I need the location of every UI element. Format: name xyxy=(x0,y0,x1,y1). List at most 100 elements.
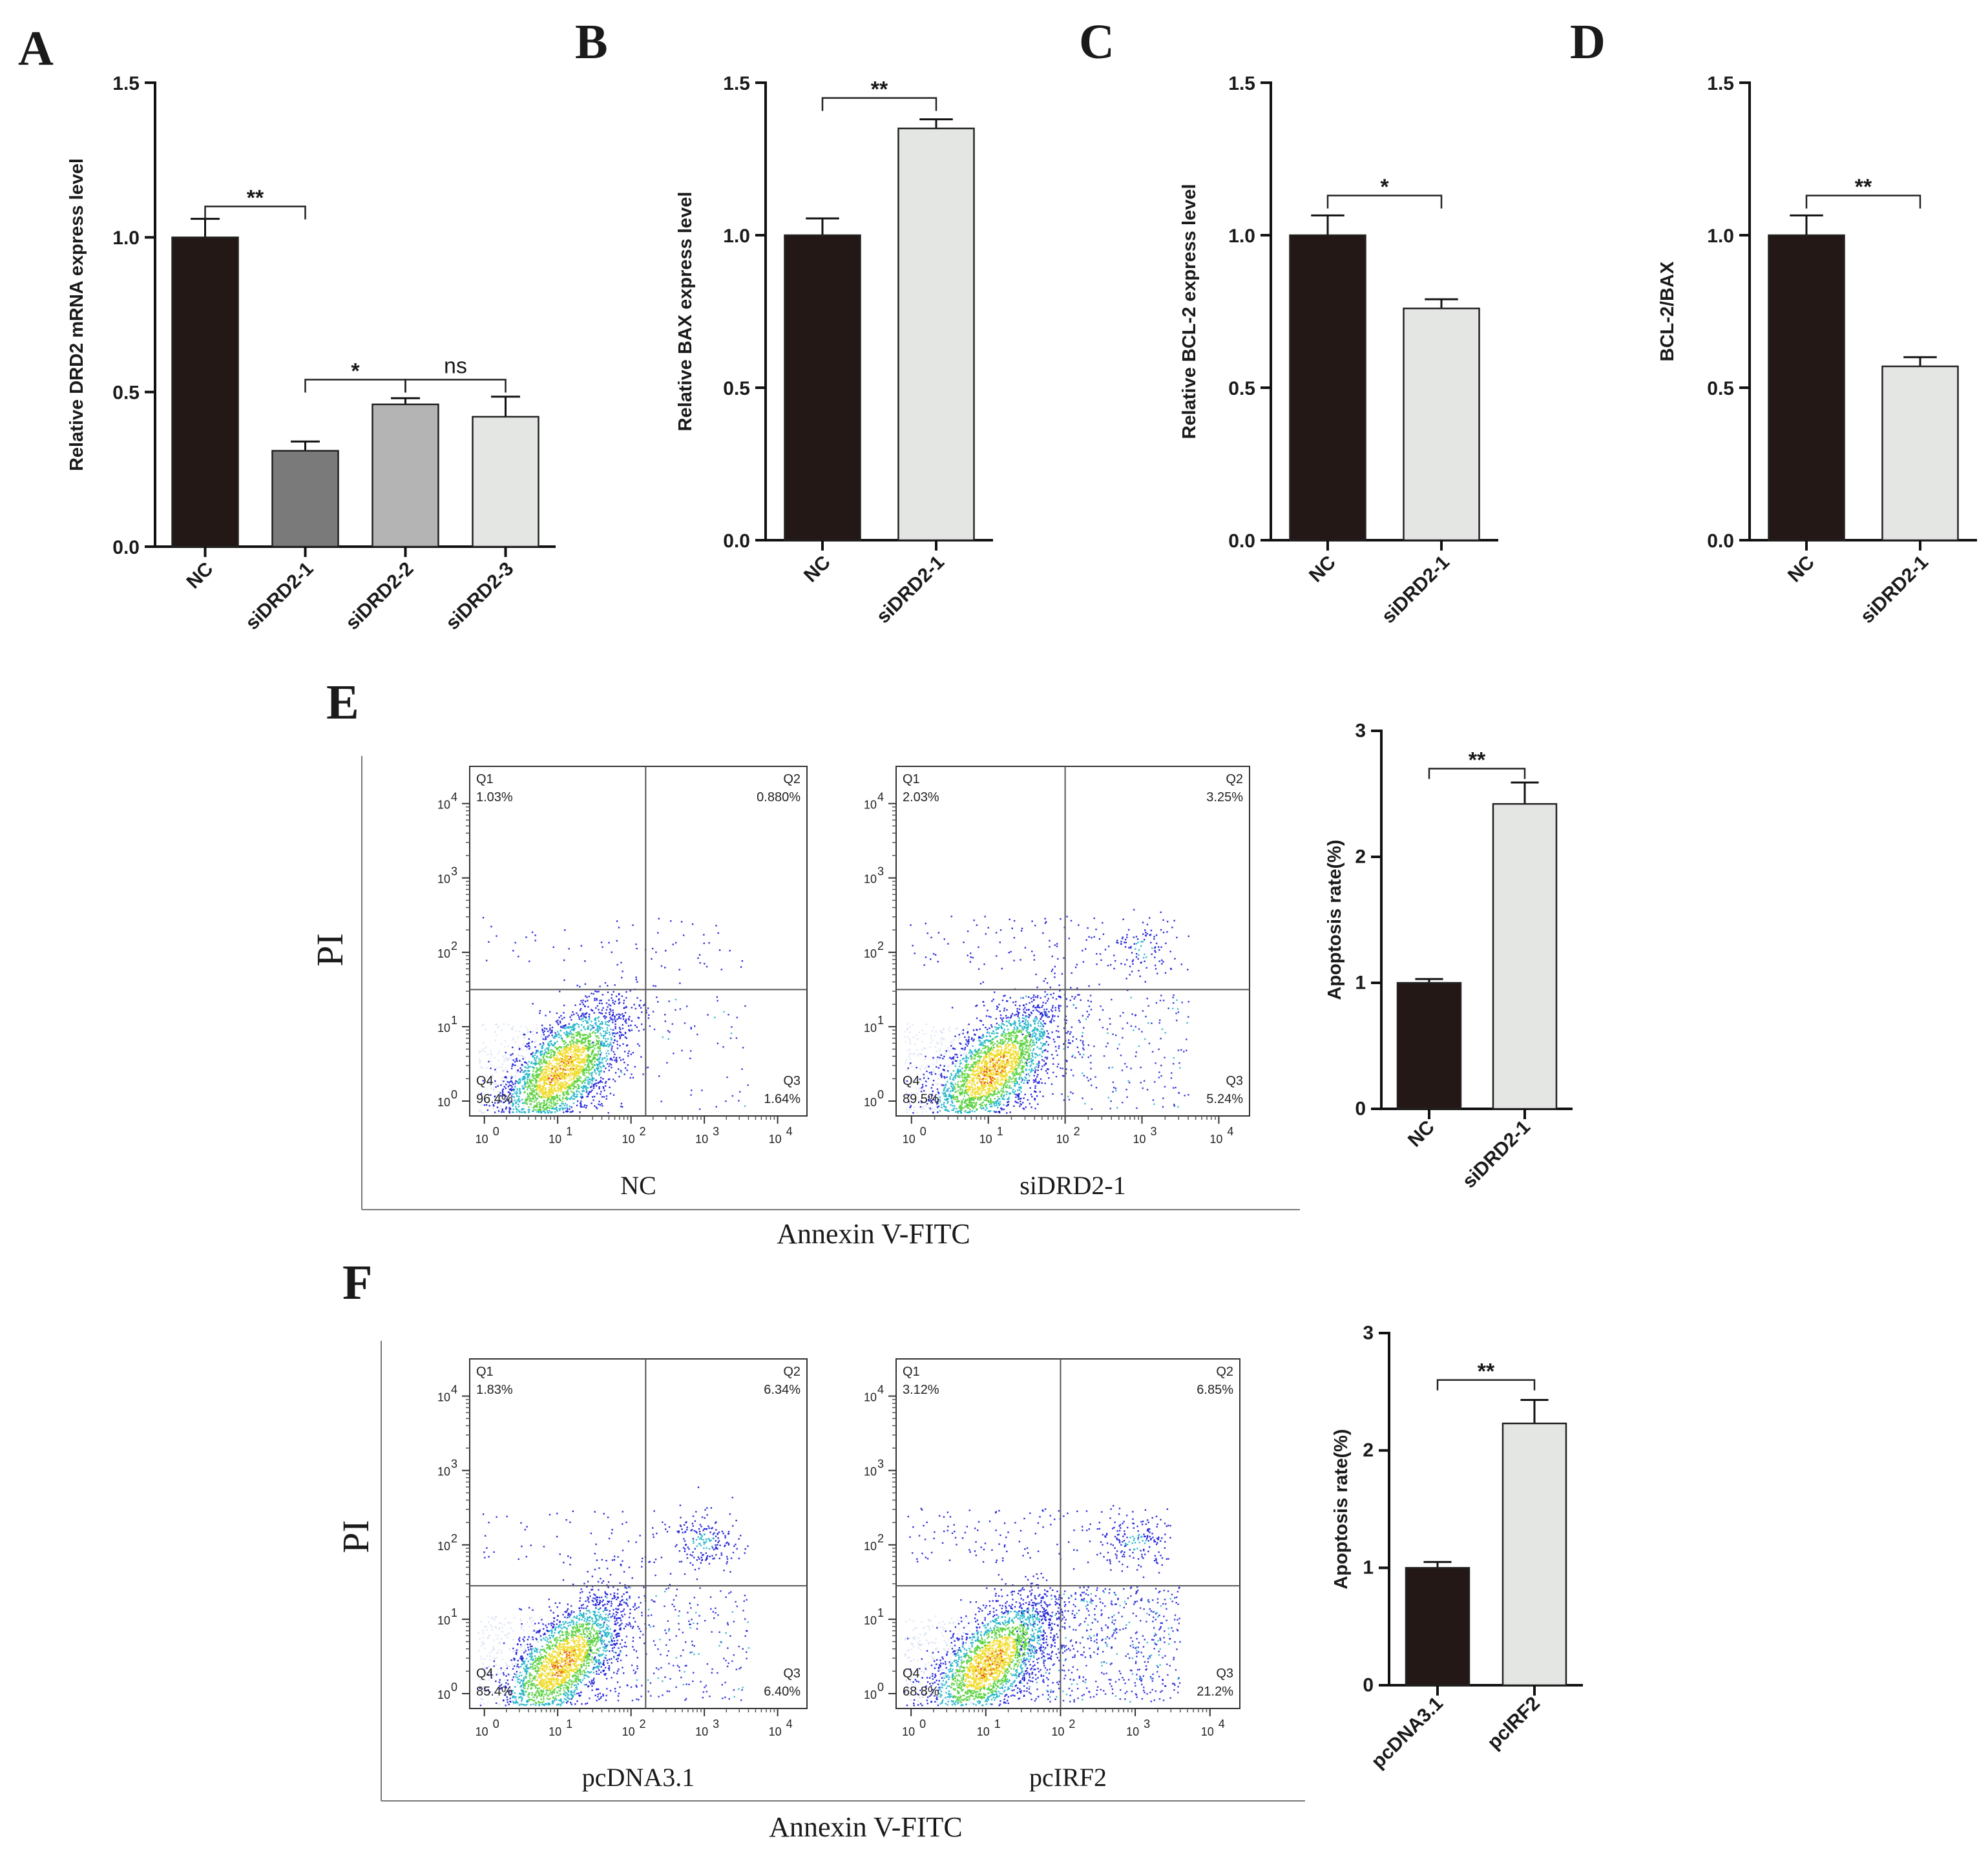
flow-nc-event-dot xyxy=(538,1080,540,1082)
flow-nc-event-dot xyxy=(565,1084,567,1086)
flow-nc-event-dot xyxy=(591,1102,592,1104)
flow-nc-event-dot xyxy=(552,1059,554,1062)
flow-sidrd2-1-event-dot xyxy=(952,1108,954,1109)
flow-sidrd2-1-event-dot xyxy=(997,1006,999,1009)
flow-sidrd2-1-event-dot xyxy=(979,1097,981,1098)
flow-nc-event-dot xyxy=(585,1067,587,1069)
flow-sidrd2-1-event-dot xyxy=(959,1106,961,1108)
flow-sidrd2-1-event-dot xyxy=(1071,1026,1073,1028)
flow-sidrd2-1-event-dot xyxy=(989,1035,990,1036)
flow-nc-event-dot xyxy=(543,1052,546,1054)
flow-nc-event-dot xyxy=(523,1102,525,1104)
flow-sidrd2-1-event-dot xyxy=(989,1049,991,1051)
flow-nc-event-dot xyxy=(569,1098,572,1100)
flow-nc-event-dot xyxy=(539,1111,541,1113)
flow-sidrd2-1-event-dot xyxy=(939,1064,941,1066)
flow-sidrd2-1-event-dot xyxy=(983,1094,985,1096)
flow-nc-event-dot xyxy=(516,1108,518,1111)
flow-sidrd2-1-event-dot xyxy=(980,1098,982,1100)
flow-sidrd2-1-event-dot xyxy=(963,1074,966,1077)
flow-nc-event-dot xyxy=(554,1069,556,1071)
flow-sidrd2-1-event-dot xyxy=(1019,1098,1021,1100)
flow-nc-event-dot xyxy=(598,1040,600,1042)
flow-nc-event-dot xyxy=(537,1049,539,1051)
flow-sidrd2-1-event-dot xyxy=(968,1052,970,1054)
flow-nc-event-dot xyxy=(569,1061,571,1063)
flow-sidrd2-1-event-dot xyxy=(990,1106,992,1108)
flow-sidrd2-1-event-dot xyxy=(952,1056,955,1058)
flow-sidrd2-1-event-dot xyxy=(1001,1091,1003,1093)
flow-nc-event-dot xyxy=(673,1053,675,1055)
flow-nc-event-dot xyxy=(557,1089,560,1091)
flow-nc-event-dot xyxy=(556,1055,558,1057)
flow-sidrd2-1-event-dot xyxy=(988,1015,990,1018)
c-significance-label: * xyxy=(1380,175,1389,200)
flow-sidrd2-1-event-dot xyxy=(1076,987,1078,989)
flow-sidrd2-1-event-dot xyxy=(1001,1098,1004,1100)
flow-nc-event-dot xyxy=(572,1065,574,1067)
flow-nc-event-dot xyxy=(559,991,561,993)
flow-nc-event-dot xyxy=(582,1013,584,1014)
flow-nc-event-dot xyxy=(554,1051,556,1054)
flow-nc-event-dot xyxy=(504,1055,507,1057)
flow-sidrd2-1-event-dot xyxy=(957,1075,959,1077)
flow-sidrd2-1-event-dot xyxy=(980,1104,982,1107)
flow-sidrd2-1-event-dot xyxy=(985,1091,987,1094)
flow-nc-event-dot xyxy=(618,999,620,1001)
flow-nc-x-tick-label: 10 xyxy=(476,1133,488,1146)
flow-nc-event-dot xyxy=(532,1034,535,1036)
flow-nc-event-dot xyxy=(555,1108,557,1110)
flow-nc-event-dot xyxy=(612,1042,614,1044)
flow-nc-event-dot xyxy=(552,1051,555,1053)
flow-nc-event-dot xyxy=(534,1106,536,1108)
flow-nc-event-dot xyxy=(573,1075,575,1077)
flow-nc-event-dot xyxy=(528,1106,530,1108)
flow-nc-event-dot xyxy=(557,1075,559,1078)
flow-nc-event-dot xyxy=(527,1067,529,1069)
flow-sidrd2-1-event-dot xyxy=(989,1066,992,1068)
flow-sidrd2-1-event-dot xyxy=(986,1107,988,1109)
flow-nc-event-dot xyxy=(539,1012,541,1014)
flow-nc-event-dot xyxy=(744,1105,746,1108)
flow-sidrd2-1-event-dot xyxy=(954,1053,956,1056)
flow-nc-event-dot xyxy=(602,1065,604,1067)
flow-nc-event-dot xyxy=(523,1091,525,1094)
flow-nc-event-dot xyxy=(542,1095,545,1097)
flow-nc-event-dot xyxy=(515,1106,517,1108)
flow-sidrd2-1-event-dot xyxy=(934,1073,937,1075)
flow-nc-event-dot xyxy=(547,1049,550,1051)
flow-sidrd2-1-event-dot xyxy=(1006,1025,1008,1027)
flow-sidrd2-1-event-dot xyxy=(973,1070,976,1072)
flow-sidrd2-1-event-dot xyxy=(978,1089,979,1091)
flow-sidrd2-1-event-dot xyxy=(974,1057,976,1060)
flow-sidrd2-1-event-dot xyxy=(1021,1071,1023,1073)
flow-sidrd2-1-event-dot xyxy=(935,1031,937,1033)
flow-sidrd2-1-event-dot xyxy=(1001,1043,1003,1045)
flow-sidrd2-1-event-dot xyxy=(968,1081,970,1083)
flow-sidrd2-1-event-dot xyxy=(1009,1035,1011,1037)
flow-sidrd2-1-event-dot xyxy=(923,1108,925,1110)
flow-nc-event-dot xyxy=(545,1069,547,1072)
flow-nc-event-dot xyxy=(609,1078,611,1080)
flow-nc-event-dot xyxy=(556,1078,558,1080)
flow-nc-event-dot xyxy=(725,1100,727,1102)
flow-nc-event-dot xyxy=(533,1077,535,1080)
flow-nc-event-dot xyxy=(570,1085,573,1087)
flow-nc-event-dot xyxy=(587,1022,589,1024)
flow-nc-event-dot xyxy=(576,1068,578,1071)
flow-nc-event-dot xyxy=(591,1046,593,1048)
flow-sidrd2-1-event-dot xyxy=(956,1098,957,1101)
flow-nc-event-dot xyxy=(542,1110,545,1112)
flow-nc-event-dot xyxy=(526,1043,528,1045)
flow-sidrd2-1-event-dot xyxy=(995,1102,997,1105)
flow-nc-event-dot xyxy=(536,1106,538,1108)
flow-nc-event-dot xyxy=(542,1107,544,1109)
flow-nc-event-dot xyxy=(511,1055,513,1056)
flow-nc-event-dot xyxy=(546,1095,549,1097)
flow-sidrd2-1-event-dot xyxy=(1057,1063,1060,1066)
flow-nc-event-dot xyxy=(552,1066,554,1069)
flow-nc-event-dot xyxy=(516,1088,518,1090)
flow-sidrd2-1-event-dot xyxy=(921,1041,923,1043)
flow-sidrd2-1-event-dot xyxy=(976,1004,978,1007)
flow-nc-event-dot xyxy=(603,1087,605,1089)
